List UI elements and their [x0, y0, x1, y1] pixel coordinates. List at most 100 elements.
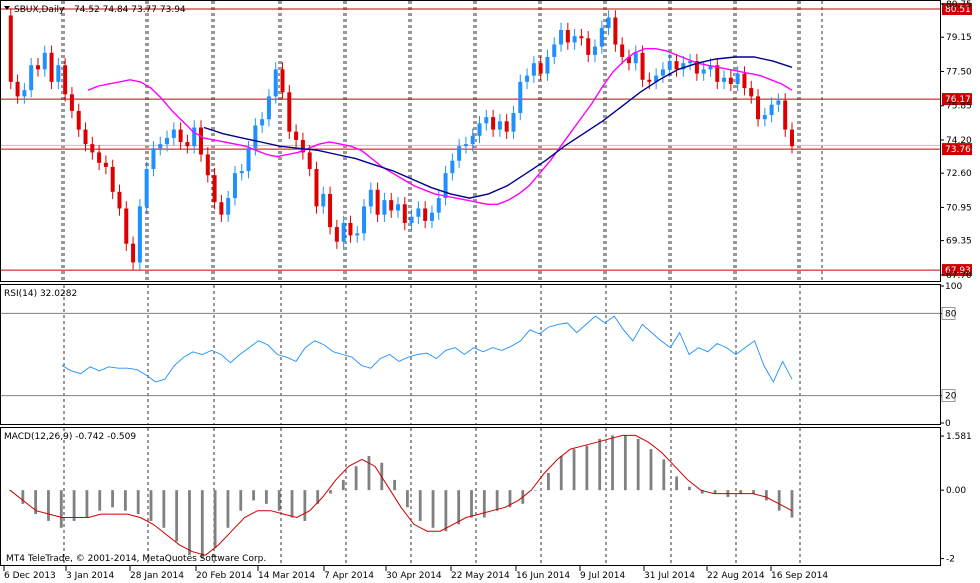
x-tick-label: 22 Aug 2014: [707, 571, 765, 581]
rsi-panel-frame: [0, 284, 941, 425]
candle-body: [565, 29, 570, 43]
candle-body: [429, 212, 434, 221]
candle-body: [42, 52, 47, 70]
macd-bar: [739, 490, 743, 494]
macd-bar: [418, 490, 422, 521]
candle-body: [511, 112, 516, 132]
candle-body: [531, 63, 536, 76]
macd-bar: [188, 490, 191, 556]
candle-body: [124, 208, 129, 244]
rsi-levels: [1, 312, 940, 397]
x-tick-label: 16 Jun 2014: [516, 571, 570, 581]
candle-body: [389, 200, 394, 211]
candle-body: [613, 17, 618, 45]
candle-body: [15, 81, 20, 97]
candle-body: [226, 198, 231, 215]
macd-bar: [444, 490, 448, 532]
candle-body: [22, 90, 27, 97]
candle-body: [552, 44, 557, 57]
macd-bar: [354, 466, 358, 491]
candle-body: [606, 17, 611, 28]
candle-body: [287, 92, 292, 132]
candle-body: [178, 129, 183, 143]
candle-body: [29, 65, 34, 91]
macd-bar: [98, 490, 102, 511]
x-tick-label: 3 Jan 2014: [66, 571, 114, 581]
candle-body: [715, 65, 720, 82]
macd-bar: [585, 445, 589, 491]
candle-body: [443, 173, 448, 199]
y-tick-label: 75.85: [946, 102, 972, 112]
candle-body: [382, 200, 387, 215]
rsi-title: RSI(14) 32.0282: [4, 289, 77, 299]
candle-body: [239, 171, 244, 174]
candle-body: [572, 36, 577, 43]
level-tag: [942, 143, 972, 156]
candle-body: [328, 193, 333, 228]
candle-body: [735, 73, 740, 84]
macd-bar: [34, 490, 38, 515]
candle-body: [450, 160, 455, 174]
candle-body: [185, 142, 190, 147]
candle-body: [253, 125, 258, 149]
level-tag: [942, 264, 972, 277]
macd-y-tick-label: 1.581: [946, 432, 972, 442]
candle-body: [49, 52, 54, 82]
candle-body: [280, 69, 285, 93]
y-tick-label: 77.50: [946, 67, 972, 77]
macd-title: MACD(12,26,9) -0.742 -0.509: [4, 432, 136, 442]
candle-body: [463, 144, 468, 147]
level-tag-label: 73.76: [945, 145, 971, 155]
candle-body: [756, 96, 761, 120]
macd-bar: [316, 490, 320, 504]
candle-body: [232, 173, 237, 199]
macd-bar: [777, 490, 781, 511]
macd-bar: [239, 490, 243, 511]
candle-body: [321, 193, 326, 207]
candle-body: [260, 119, 265, 126]
candle-body: [246, 148, 251, 172]
x-tick-label: 28 Jan 2014: [130, 571, 184, 581]
macd-bar: [547, 473, 550, 491]
candle-body: [674, 61, 679, 70]
copyright-text: MT4 TeleTrade, © 2001-2014, MetaQuotes S…: [6, 554, 266, 564]
macd-bar: [649, 449, 653, 491]
rsi-line: [61, 315, 793, 383]
candle-body: [436, 198, 441, 213]
candle-body: [110, 166, 115, 192]
candle-body: [76, 110, 81, 130]
x-tick-label: 20 Feb 2014: [196, 571, 252, 581]
candle-body: [294, 131, 299, 140]
y-tick-label: 69.35: [946, 237, 972, 247]
candle-body: [783, 100, 788, 130]
x-tick-label: 6 Dec 2013: [4, 571, 56, 581]
candle-body: [205, 154, 210, 176]
candle-body: [158, 144, 163, 149]
dropdown-triangle-icon: [4, 6, 10, 10]
candle-body: [660, 69, 665, 76]
macd-bar: [623, 435, 627, 491]
x-axis: 6 Dec 2013 3 Jan 2014 28 Jan 2014 20 Feb 20…: [3, 566, 828, 581]
y-axis: 80.51 76.17 73.76 67.93 80.75 79.15 77.50 75.85…: [940, 0, 972, 565]
x-tick-label: 7 Apr 2014: [324, 571, 374, 581]
rsi-level-tag: [941, 306, 956, 320]
y-tick-label: 67.70: [946, 271, 972, 281]
candle-body: [654, 75, 659, 82]
candle-body: [701, 69, 706, 74]
y-tick-label: 79.15: [946, 33, 972, 43]
candle-body: [579, 36, 584, 39]
candle-body: [334, 227, 339, 242]
x-tick-label: 22 May 2014: [451, 571, 510, 581]
candle-body: [409, 216, 414, 223]
candle-body: [212, 175, 217, 203]
candle-body: [368, 189, 373, 207]
macd-bar: [367, 455, 371, 491]
macd-bar: [534, 490, 538, 491]
macd-bar: [341, 479, 345, 491]
candle-body: [525, 75, 530, 82]
candle-body: [8, 15, 13, 82]
candle-body: [599, 27, 604, 47]
macd-bar: [559, 455, 563, 491]
macd-bar: [72, 490, 76, 521]
